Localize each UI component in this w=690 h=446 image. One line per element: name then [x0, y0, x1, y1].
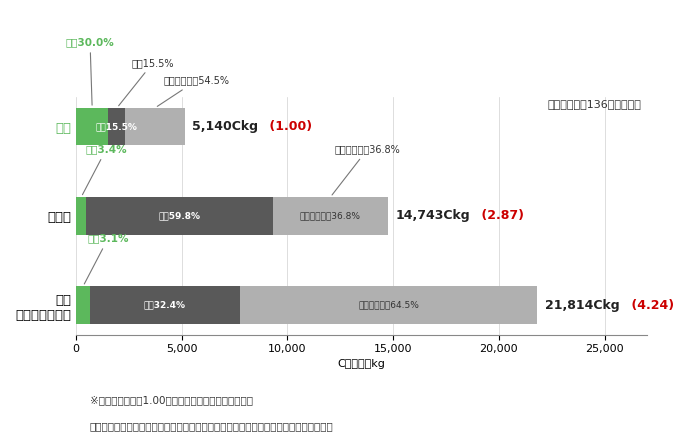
- Text: (4.24): (4.24): [627, 299, 673, 312]
- Bar: [126, 108, 185, 145]
- Bar: [76, 108, 108, 145]
- Bar: [273, 197, 388, 235]
- Text: コンクリート36.8%: コンクリート36.8%: [332, 145, 400, 195]
- Text: 鉰杔15.5%: 鉰杔15.5%: [119, 58, 174, 106]
- Text: （住宅床面積136㎡当たり）: （住宅床面積136㎡当たり）: [547, 99, 641, 109]
- Text: 鉰杔15.5%: 鉰杔15.5%: [96, 122, 138, 131]
- Bar: [240, 286, 538, 324]
- Text: 出典：（財）日本木材総合情報センター「木質系資材等地球環境影響調査報告書」より: 出典：（財）日本木材総合情報センター「木質系資材等地球環境影響調査報告書」より: [90, 421, 333, 431]
- Text: (2.87): (2.87): [477, 209, 524, 223]
- Text: コンクリート64.5%: コンクリート64.5%: [358, 301, 419, 310]
- Text: 鉰杔32.4%: 鉰杔32.4%: [144, 301, 186, 310]
- Text: コンクリート54.5%: コンクリート54.5%: [157, 76, 230, 107]
- Text: 木甀3.4%: 木甀3.4%: [82, 145, 127, 195]
- Bar: [86, 197, 273, 235]
- Bar: [108, 108, 126, 145]
- Text: 木甀30.0%: 木甀30.0%: [66, 37, 115, 105]
- Bar: [90, 286, 240, 324]
- Bar: [76, 286, 90, 324]
- Text: ※（　）は木造を1.00とした場合の全炭素放出量の比: ※（ ）は木造を1.00とした場合の全炭素放出量の比: [90, 396, 253, 405]
- X-axis label: C（炭素）kg: C（炭素）kg: [337, 359, 386, 368]
- Text: コンクリート36.8%: コンクリート36.8%: [300, 211, 361, 220]
- Text: 14,743Ckg: 14,743Ckg: [395, 209, 470, 223]
- Text: 5,140Ckg: 5,140Ckg: [192, 120, 258, 133]
- Text: 21,814Ckg: 21,814Ckg: [544, 299, 620, 312]
- Text: (1.00): (1.00): [265, 120, 312, 133]
- Text: 鉰杔59.8%: 鉰杔59.8%: [159, 211, 201, 220]
- Text: 木甀3.1%: 木甀3.1%: [84, 234, 129, 284]
- Bar: [76, 197, 86, 235]
